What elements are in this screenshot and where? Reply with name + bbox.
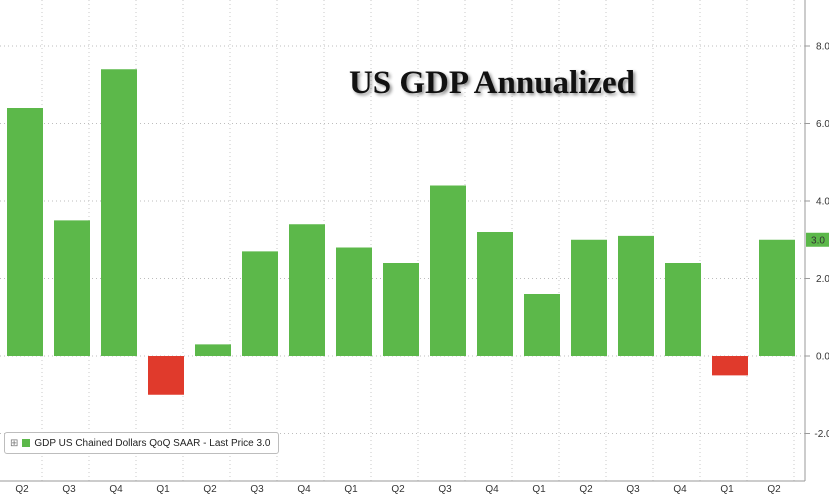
bar[interactable]: [148, 356, 184, 395]
x-tick-label: Q1: [344, 484, 358, 495]
bar[interactable]: [195, 344, 231, 356]
x-tick-label: Q4: [109, 484, 123, 495]
x-tick-label: Q4: [673, 484, 687, 495]
y-tick-label: 2.0: [816, 274, 829, 285]
y-axis: -2.0 0.0 2.0 4.0 6.0 8.0 3.0: [804, 0, 829, 481]
bar[interactable]: [336, 247, 372, 357]
legend-expand-icon[interactable]: ⊞: [10, 437, 19, 449]
bar[interactable]: [712, 356, 748, 376]
bar[interactable]: [759, 239, 795, 356]
x-tick-label: Q2: [15, 484, 29, 495]
x-tick-label: Q3: [62, 484, 76, 495]
x-tick-label: Q2: [579, 484, 593, 495]
bar[interactable]: [477, 232, 513, 356]
x-tick-label: Q1: [532, 484, 546, 495]
bar[interactable]: [571, 239, 607, 356]
y-tick-label: 8.0: [816, 42, 829, 53]
y-tick-label: 6.0: [816, 119, 829, 130]
x-tick-label: Q3: [626, 484, 640, 495]
bars-group: [7, 69, 795, 395]
x-tick-label: Q3: [250, 484, 264, 495]
bar[interactable]: [7, 108, 43, 356]
legend-swatch: [22, 439, 31, 447]
x-tick-label: Q3: [438, 484, 452, 495]
y-tick-label: -2.0: [814, 429, 829, 440]
bar[interactable]: [101, 69, 137, 356]
chart-title: US GDP Annualized: [349, 65, 635, 101]
legend-label: GDP US Chained Dollars QoQ SAAR - Last P…: [34, 437, 271, 449]
x-tick-label: Q1: [720, 484, 734, 495]
bar[interactable]: [242, 251, 278, 356]
legend[interactable]: ⊞ GDP US Chained Dollars QoQ SAAR - Last…: [4, 432, 280, 454]
bar[interactable]: [524, 294, 560, 356]
x-tick-label: Q2: [391, 484, 405, 495]
bar[interactable]: [54, 220, 90, 356]
y-tick-label: 0.0: [816, 352, 829, 363]
bar[interactable]: [430, 185, 466, 357]
bar[interactable]: [289, 224, 325, 356]
bar[interactable]: [383, 263, 419, 356]
x-tick-label: Q1: [156, 484, 170, 495]
y-tick-label: 4.0: [816, 197, 829, 208]
last-price-marker: [806, 232, 829, 247]
x-tick-label: Q2: [203, 484, 217, 495]
bar[interactable]: [665, 263, 701, 356]
x-tick-label: Q4: [485, 484, 499, 495]
bar[interactable]: [618, 235, 654, 356]
x-tick-label: Q4: [297, 484, 311, 495]
x-tick-label: Q2: [767, 484, 781, 495]
last-price-label: 3.0: [811, 235, 825, 246]
x-axis: Q2 Q3 Q4 Q1 Q2 Q3 Q4 Q1 Q2 Q3 Q4 Q1 Q2 Q3 Q4 Q1 Q2: [0, 480, 805, 495]
